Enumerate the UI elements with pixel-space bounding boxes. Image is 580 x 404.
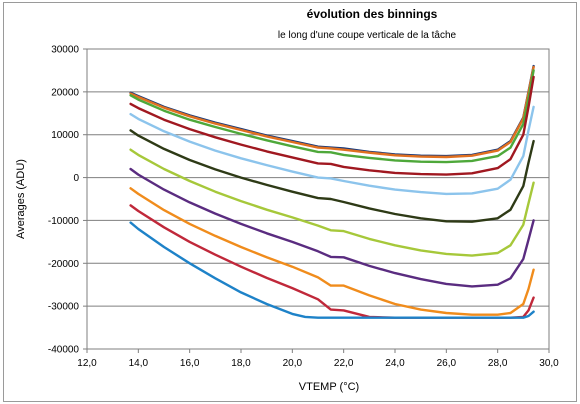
- x-tick-label: 28,0: [488, 358, 508, 369]
- y-tick-label: -40000: [48, 345, 80, 356]
- series-line-11: [129, 221, 535, 319]
- x-axis-label: VTEMP (°C): [299, 381, 359, 393]
- y-tick-label: 30000: [51, 45, 79, 56]
- series-line-5: [129, 105, 535, 196]
- y-tick-label: 0: [73, 173, 79, 184]
- x-tick-label: 26,0: [437, 358, 457, 369]
- chart-title: évolution des binnings: [307, 7, 438, 21]
- gridlines: [87, 91, 549, 307]
- y-axis-label: Averages (ADU): [15, 159, 27, 239]
- x-tick-label: 16,0: [180, 358, 200, 369]
- y-axis-ticks: -40000 -30000 -20000 -10000 0 10000 20000 30000: [48, 45, 87, 356]
- y-tick-label: 10000: [51, 130, 79, 141]
- x-tick-label: 18,0: [231, 358, 251, 369]
- series-line-2: [129, 65, 535, 159]
- y-tick-label: 20000: [51, 87, 79, 98]
- x-axis-ticks: 12,0 14,0 16,0 18,0 20,0 22,0 24,0 26,0 28,0 30,0: [77, 349, 559, 369]
- x-tick-label: 30,0: [539, 358, 559, 369]
- series-line-4: [129, 75, 535, 176]
- x-tick-label: 14,0: [129, 358, 149, 369]
- x-tick-label: 22,0: [334, 358, 354, 369]
- series-line-3: [129, 69, 535, 164]
- x-tick-label: 20,0: [283, 358, 303, 369]
- series-line-8: [129, 167, 535, 288]
- y-tick-label: -10000: [48, 216, 80, 227]
- series-group: [129, 64, 535, 319]
- x-tick-label: 24,0: [385, 358, 405, 369]
- chart-subtitle: le long d'une coupe verticale de la tâch…: [278, 30, 457, 41]
- y-tick-label: -30000: [48, 302, 80, 313]
- chart-frame: [3, 2, 577, 402]
- y-tick-label: -20000: [48, 259, 80, 270]
- series-line-9: [129, 187, 535, 316]
- series-line-6: [129, 129, 535, 223]
- x-tick-label: 12,0: [77, 358, 97, 369]
- plot-area: [86, 48, 550, 350]
- series-line-7: [129, 148, 535, 257]
